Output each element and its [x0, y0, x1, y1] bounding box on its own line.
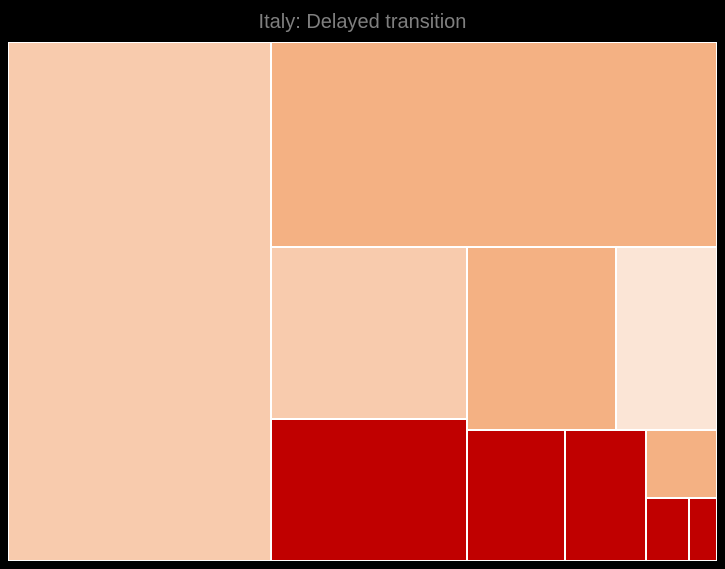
treemap-tile: [467, 430, 565, 561]
treemap-tile: [646, 430, 717, 499]
treemap-tile: [467, 247, 617, 431]
treemap-tile: [564, 430, 647, 561]
treemap-plot-area: [8, 42, 717, 561]
treemap-tile: [688, 498, 717, 561]
treemap-tile: [270, 247, 468, 419]
treemap-tile: [616, 247, 717, 431]
chart-title: Italy: Delayed transition: [258, 11, 467, 33]
treemap-tile: [270, 42, 717, 248]
treemap-tile: [646, 498, 689, 561]
treemap-tile: [270, 418, 468, 561]
treemap-tile: [8, 42, 271, 561]
